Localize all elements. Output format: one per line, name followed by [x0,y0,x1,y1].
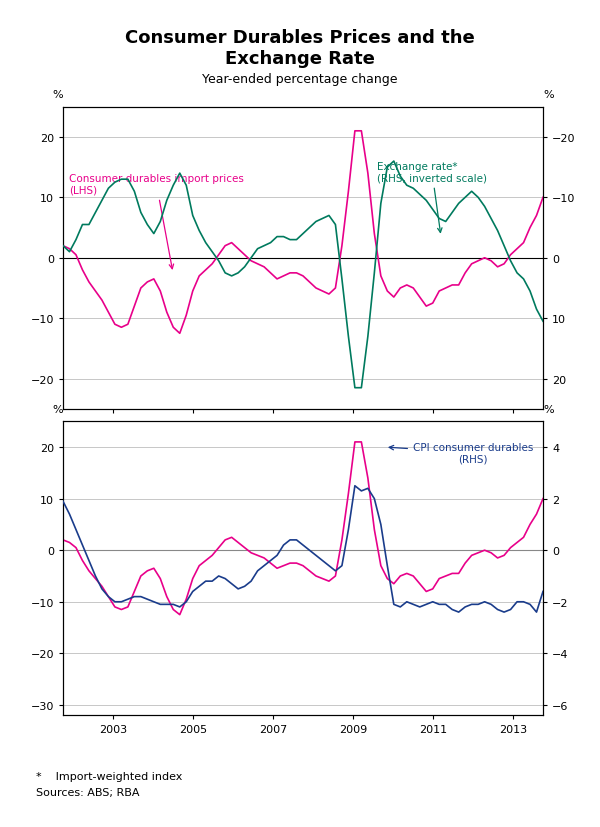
Text: %: % [543,90,554,100]
Text: %: % [52,404,63,414]
Text: Consumer durables import prices
(LHS): Consumer durables import prices (LHS) [69,174,244,270]
Text: %: % [543,404,554,414]
Text: Exchange rate*
(RHS, inverted scale): Exchange rate* (RHS, inverted scale) [377,162,487,233]
Text: %: % [52,90,63,100]
Text: Consumer Durables Prices and the
Exchange Rate: Consumer Durables Prices and the Exchang… [125,29,475,68]
Text: Year-ended percentage change: Year-ended percentage change [202,73,398,86]
Text: Sources: ABS; RBA: Sources: ABS; RBA [36,787,139,797]
Text: *    Import-weighted index: * Import-weighted index [36,771,182,781]
Text: CPI consumer durables
(RHS): CPI consumer durables (RHS) [389,442,533,464]
